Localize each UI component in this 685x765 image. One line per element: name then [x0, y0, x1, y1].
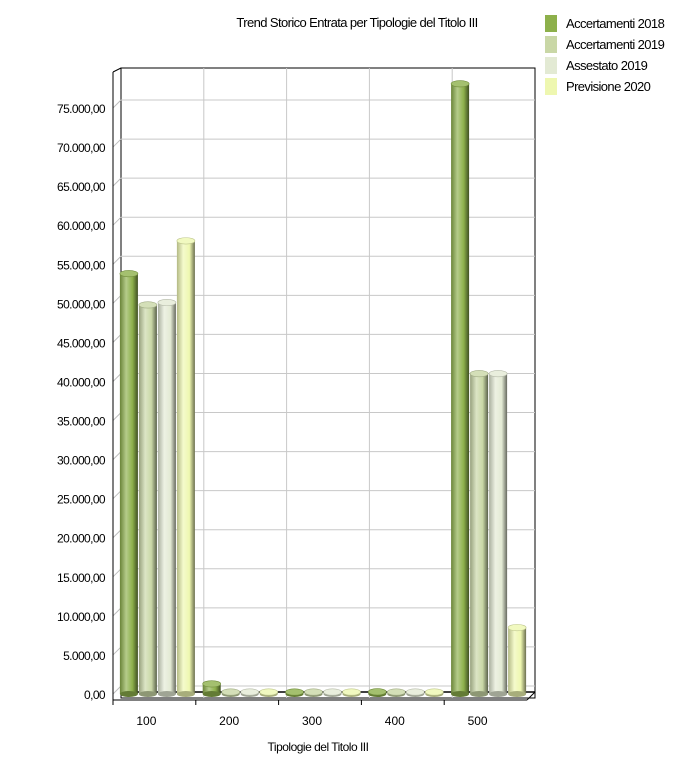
y-tick-label: 5.000,00 [63, 649, 106, 663]
bar [176, 237, 196, 697]
y-tick-label: 65.000,00 [57, 180, 106, 194]
bar [450, 80, 470, 697]
bar [405, 688, 425, 697]
y-tick-label: 55.000,00 [57, 258, 106, 272]
gridline-diagonal [112, 568, 122, 578]
gridline-diagonal [112, 412, 122, 421]
y-tick-label: 25.000,00 [57, 493, 106, 507]
x-tick-label: 100 [136, 714, 156, 728]
bar [342, 688, 361, 697]
gridline-diagonal [112, 294, 122, 304]
bar [488, 370, 508, 697]
bar [323, 688, 342, 697]
gridline-diagonal [112, 216, 122, 226]
y-axis-cap [112, 67, 122, 73]
bar [424, 688, 444, 697]
bar [157, 299, 177, 697]
bar [386, 688, 406, 697]
legend-swatch [545, 36, 557, 53]
legend-swatch [545, 57, 557, 74]
floor-edge [526, 691, 536, 701]
legend-label: Assestato 2019 [566, 58, 648, 73]
gridline-diagonal [112, 255, 122, 265]
bar [221, 688, 240, 697]
y-tick-label: 20.000,00 [57, 532, 106, 546]
gridline-diagonal [112, 529, 122, 539]
gridline-diagonal [112, 373, 122, 382]
bar [507, 624, 527, 697]
chart-title: Trend Storico Entrata per Tipologie del … [236, 15, 477, 30]
y-axis: 0,00 5.000,00 10.000,00 15.000,00 20.000,00 2… [57, 67, 122, 702]
y-tick-label: 60.000,00 [57, 219, 106, 233]
legend-label: Accertamenti 2019 [566, 37, 665, 52]
gridline-diagonal [112, 685, 122, 695]
y-tick-label: 35.000,00 [57, 415, 106, 429]
bars [119, 80, 527, 697]
y-tick-label: 10.000,00 [57, 610, 106, 624]
x-tick-label: 400 [385, 714, 405, 728]
legend: Accertamenti 2018 Accertamenti 2019 Assest… [545, 15, 665, 95]
x-axis-label: Tipologie del Titolo III [268, 740, 369, 754]
y-tick-label: 30.000,00 [57, 454, 106, 468]
y-tick-label: 40.000,00 [57, 375, 106, 389]
bar [367, 688, 387, 697]
bar [202, 680, 221, 697]
gridline-diagonal [112, 177, 122, 187]
gridline-diagonal [112, 138, 122, 148]
gridline-diagonal [112, 99, 122, 109]
x-tick-label: 500 [468, 714, 488, 728]
x-axis: 100 200 300 400 500 [112, 691, 536, 728]
bar [469, 370, 489, 697]
y-tick-label: 70.000,00 [57, 141, 106, 155]
gridline-diagonal [112, 490, 122, 500]
x-tick-label: 300 [302, 714, 322, 728]
gridline-diagonal [112, 451, 122, 460]
bar [304, 688, 323, 697]
gridline-diagonal [112, 646, 122, 656]
bar [119, 270, 139, 697]
legend-label: Previsione 2020 [566, 79, 651, 94]
x-tick-label: 200 [219, 714, 239, 728]
y-tick-label: 0,00 [84, 688, 106, 702]
gridline-diagonal [112, 334, 122, 343]
y-tick-label: 75.000,00 [57, 102, 106, 116]
y-tick-label: 15.000,00 [57, 571, 106, 585]
legend-label: Accertamenti 2018 [566, 16, 665, 31]
y-tick-label: 45.000,00 [57, 336, 106, 350]
y-tick-label: 50.000,00 [57, 297, 106, 311]
gridline-diagonal [112, 607, 122, 617]
bar [240, 688, 259, 697]
bar [259, 688, 279, 697]
legend-swatch [545, 15, 557, 32]
legend-swatch [545, 78, 557, 95]
bar [138, 301, 158, 697]
bar [285, 688, 304, 697]
